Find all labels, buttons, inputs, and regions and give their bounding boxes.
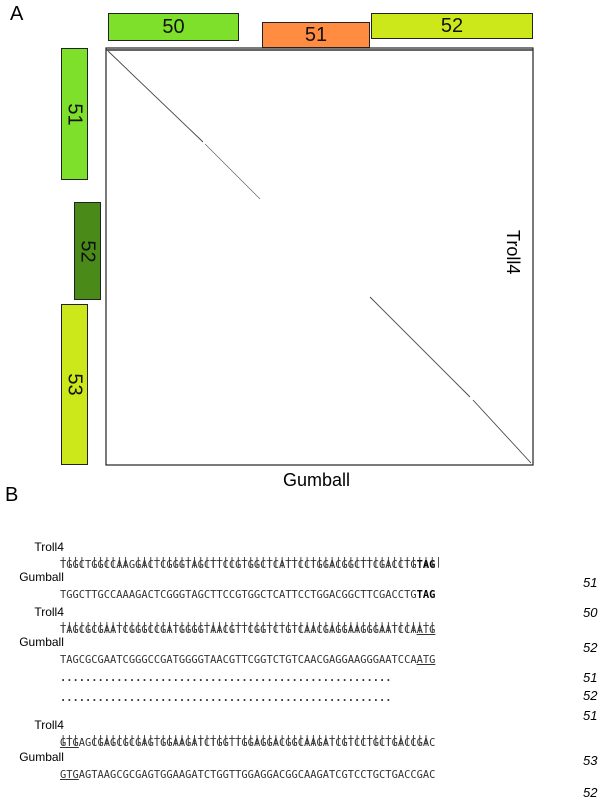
diagonal-segment-4 bbox=[472, 399, 532, 464]
side-gene-53: 53 bbox=[61, 304, 88, 465]
gap-dots: ........................................… bbox=[60, 672, 392, 684]
gene-number: 52 bbox=[583, 785, 598, 800]
top-gene-51: 51 bbox=[262, 22, 370, 48]
side-gene-51: 51 bbox=[61, 48, 88, 180]
top-gene-50-label: 50 bbox=[162, 15, 185, 38]
diagonal-segment-3 bbox=[369, 296, 471, 398]
alignment-bars-3: ||| ||||||||||||||||||||||||||||||||||||… bbox=[0, 714, 429, 746]
sequence: GTGAGCGAGCGCGAGTGGAAGATCTGGTTGGAGGACGGCA… bbox=[60, 737, 436, 749]
start-codon: ATG bbox=[416, 624, 436, 636]
y-axis-label: Troll4 bbox=[503, 230, 523, 275]
alignment-row-gumball-2: Gumball TAGCGCGAATCGGGCCGATGGGGTAACGTTCG… bbox=[0, 616, 597, 685]
alignment-row-troll-2: Troll4 TAGCGCGAATCGGGCCGATGGGGTAACGTTCGG… bbox=[0, 586, 597, 655]
diagonal-segment-1 bbox=[107, 50, 204, 143]
side-gene-53-label: 53 bbox=[64, 373, 86, 396]
side-gene-52-label: 52 bbox=[77, 239, 99, 263]
top-gene-51-label: 51 bbox=[304, 23, 328, 46]
match-bars: ||| ||||||||||||||||||||||||||||||||||||… bbox=[60, 734, 430, 746]
sequence: TAGCGCGAATCGGGCCGATGGGGTAACGTTCGGTCTGTCA… bbox=[60, 624, 436, 636]
match-bars: |||| |||||| ||||||||||||||||||||||||||||… bbox=[60, 556, 442, 568]
alignment-row-troll-3: Troll4 GTGAGCGAGCGCGAGTGGAAGATCTGGTTGGAG… bbox=[0, 699, 597, 768]
sequence-name: Troll4 bbox=[34, 718, 64, 732]
top-gene-50: 50 bbox=[108, 13, 239, 41]
stop-codon: TAG bbox=[416, 589, 436, 601]
side-gene-52: 52 bbox=[74, 202, 101, 300]
start-codon: ATG bbox=[416, 654, 436, 666]
alignment-row-gumball-3: Gumball GTGAGTAAGCGCGAGTGGAAGATCTGGTTGGA… bbox=[0, 731, 597, 800]
sequence: GTGAGTAAGCGCGAGTGGAAGATCTGGTTGGAGGACGGCA… bbox=[60, 769, 436, 781]
gene-number: 52 bbox=[583, 688, 598, 703]
sequence-name: Troll4 bbox=[34, 605, 64, 619]
gap-row-2: ........................................… bbox=[0, 672, 597, 723]
side-gene-51-label: 51 bbox=[64, 102, 86, 126]
sequence-name: Gumball bbox=[19, 635, 64, 649]
x-axis-label: Gumball bbox=[283, 470, 351, 490]
sequence: TGGCTTGCCAAAGACTCGGGTAGCTTCCGTGGCTCATTCC… bbox=[60, 589, 436, 601]
alignment-bars-2: ||||||||||||||||||||||||||||||||||||||||… bbox=[0, 601, 435, 633]
alignment-row-gumball-1: Gumball TGGCTTGCCAAAGACTCGGGTAGCTTCCGTGG… bbox=[0, 551, 597, 620]
panel-label-b: B bbox=[5, 484, 19, 506]
alignment-row-troll-1: Troll4 TGGCTGGCCAAGGACTCGGGTAGCTTCCGTGGC… bbox=[0, 521, 597, 590]
top-gene-52-label: 52 bbox=[440, 14, 464, 37]
stop-codon: TAG bbox=[416, 559, 436, 571]
gene-number: 53 bbox=[583, 753, 598, 768]
sequence: TAGCGCGAATCGGGCCGATGGGGTAACGTTCGGTCTGTCA… bbox=[60, 654, 436, 666]
gene-number: 51 bbox=[583, 670, 598, 685]
gap-row-1: ........................................… bbox=[0, 652, 597, 703]
top-gene-52: 52 bbox=[371, 13, 533, 39]
match-bars: ||||||||||||||||||||||||||||||||||||||||… bbox=[60, 621, 436, 633]
sequence-name: Gumball bbox=[19, 570, 64, 584]
gene-number: 51 bbox=[583, 708, 598, 723]
gene-number: 51 bbox=[583, 575, 598, 590]
sequence-name: Gumball bbox=[19, 750, 64, 764]
alignment-bars-1: |||| |||||| ||||||||||||||||||||||||||||… bbox=[0, 536, 442, 568]
gene-number: 52 bbox=[583, 640, 598, 655]
sequence-name: Troll4 bbox=[34, 540, 64, 554]
sequence: TGGCTGGCCAAGGACTCGGGTAGCTTCCGTGGCTCATTCC… bbox=[60, 559, 436, 571]
gap-dots: ........................................… bbox=[60, 692, 392, 704]
panel-label-a: A bbox=[10, 3, 24, 25]
gene-number: 50 bbox=[583, 605, 598, 620]
dot-plot bbox=[105, 47, 534, 466]
start-codon: GTG bbox=[60, 769, 79, 781]
start-codon: GTG bbox=[60, 737, 79, 749]
diagonal-segment-2 bbox=[204, 143, 261, 200]
